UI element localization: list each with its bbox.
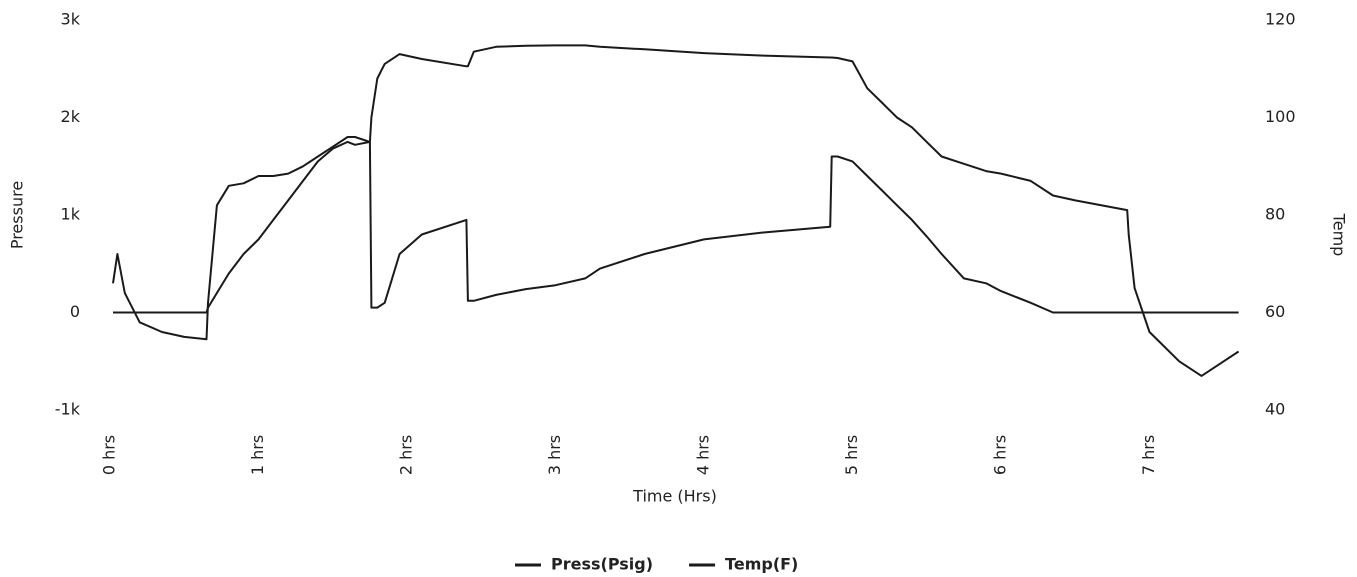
x-tick-label: 4 hrs — [693, 435, 712, 475]
y-tick-label: -1k — [55, 400, 81, 419]
x-tick-label: 6 hrs — [990, 435, 1009, 475]
y-tick-label: 0 — [70, 302, 80, 321]
data-line — [113, 140, 1239, 314]
x-tick-label: 3 hrs — [545, 435, 564, 475]
x-tick-label: 7 hrs — [1139, 435, 1158, 475]
y2-tick-label: 100 — [1265, 107, 1296, 126]
legend-label: Press(Psig) — [551, 555, 653, 574]
y-axis-title: Pressure — [8, 181, 27, 249]
y2-tick-label: 80 — [1265, 205, 1285, 224]
y2-tick-label: 60 — [1265, 302, 1285, 321]
x-tick-label: 2 hrs — [396, 435, 415, 475]
x-axis-title: Time (Hrs) — [632, 487, 717, 506]
data-line — [112, 44, 1240, 377]
y2-tick-label: 120 — [1265, 10, 1296, 29]
legend-label: Temp(F) — [725, 555, 798, 574]
y-tick-label: 1k — [61, 205, 81, 224]
y2-tick-label: 40 — [1265, 400, 1285, 419]
y2-axis-title: Temp — [1330, 213, 1349, 257]
x-tick-label: 0 hrs — [100, 435, 119, 475]
y-tick-label: 3k — [61, 10, 81, 29]
y-tick-label: 2k — [61, 107, 81, 126]
x-tick-label: 5 hrs — [842, 435, 861, 475]
x-tick-label: 1 hrs — [248, 435, 267, 475]
